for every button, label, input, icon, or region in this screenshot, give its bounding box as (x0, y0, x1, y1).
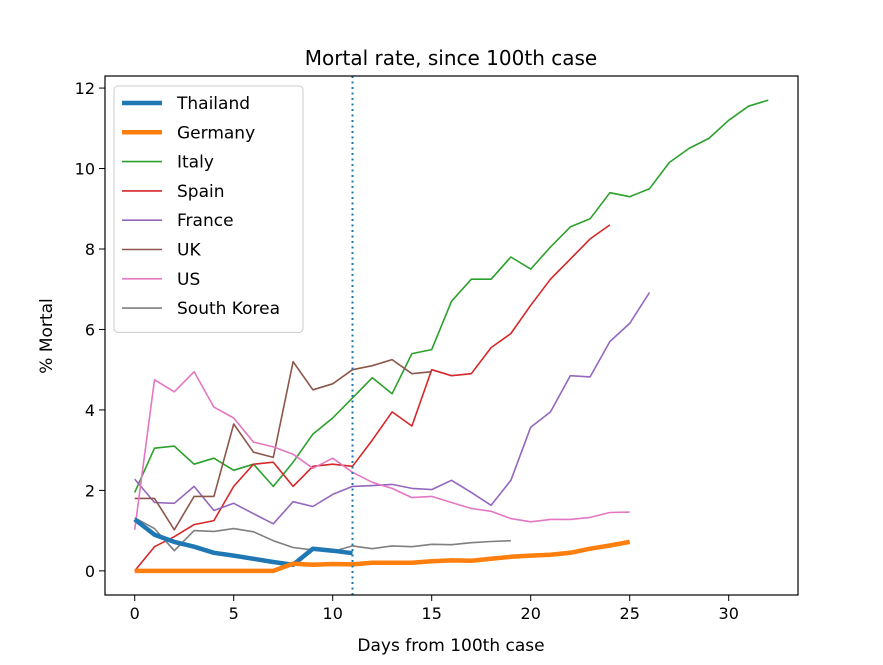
y-tick-label: 0 (85, 562, 95, 581)
x-tick-label: 5 (229, 604, 239, 623)
x-tick-label: 15 (422, 604, 442, 623)
y-axis: 0 2 4 6 8 10 12 (75, 79, 105, 581)
y-tick-label: 6 (85, 320, 95, 339)
legend: Thailand Germany Italy Spain France UK US South… (113, 85, 304, 333)
series-line-france (134, 292, 651, 525)
series-line-uk (134, 358, 432, 531)
y-tick-label: 12 (75, 79, 95, 98)
y-tick-label: 4 (85, 401, 95, 420)
legend-label: UK (177, 241, 201, 261)
x-tick-label: 20 (521, 604, 541, 623)
legend-label: Germany (177, 123, 255, 143)
series-line-thailand (133, 517, 353, 568)
y-axis-label: % Mortal (37, 298, 57, 373)
chart-title: Mortal rate, since 100th case (305, 46, 597, 70)
legend-label: US (177, 270, 200, 290)
plot-frame (104, 75, 799, 596)
x-tick-label: 0 (130, 604, 140, 623)
legend-label: Italy (177, 153, 214, 173)
series-line-italy (133, 99, 769, 493)
legend-label: South Korea (177, 299, 280, 319)
y-tick-label: 10 (75, 160, 95, 179)
x-tick-label: 30 (719, 604, 739, 623)
series-line-germany (134, 539, 631, 574)
x-tick-label: 25 (620, 604, 640, 623)
legend-label: Thailand (176, 94, 250, 114)
x-axis: 0 5 10 15 20 25 30 (130, 595, 739, 623)
series-line-spain (134, 224, 611, 572)
y-tick-label: 2 (85, 481, 95, 500)
legend-box (113, 85, 304, 333)
legend-label: Spain (177, 182, 225, 202)
series-line-us (133, 370, 630, 530)
x-tick-label: 10 (323, 604, 343, 623)
legend-label: France (177, 211, 234, 231)
plot-area (133, 76, 769, 595)
x-axis-label: Days from 100th case (357, 636, 544, 656)
y-tick-label: 8 (85, 240, 95, 259)
